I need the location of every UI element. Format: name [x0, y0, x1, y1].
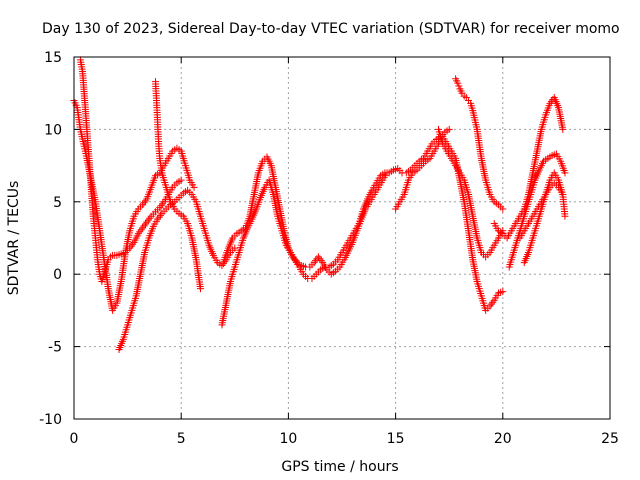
axis-tick-labels: 0 5 10 15 20 25 -10 -5 0 5 10 15 — [39, 50, 619, 447]
data-point — [559, 191, 567, 199]
y-tick-label: 5 — [53, 195, 62, 211]
data-point — [499, 288, 507, 296]
x-tick-label: 0 — [70, 431, 79, 447]
y-tick-label: 15 — [44, 50, 62, 66]
y-tick-label: -10 — [39, 412, 62, 428]
data-point — [559, 125, 567, 133]
y-axis-label: SDTVAR / TECUs — [6, 181, 22, 296]
data-point — [499, 205, 507, 213]
y-tick-label: 0 — [53, 267, 62, 283]
data-point — [445, 125, 453, 133]
y-tick-label: -5 — [48, 340, 62, 356]
chart-title: Day 130 of 2023, Sidereal Day-to-day VTE… — [42, 21, 620, 37]
x-tick-label: 20 — [494, 431, 512, 447]
x-tick-label: 10 — [279, 431, 297, 447]
x-tick-label: 15 — [387, 431, 405, 447]
data-point — [454, 79, 462, 87]
data-point — [455, 82, 463, 90]
data-points — [70, 56, 569, 353]
grid-lines — [74, 57, 610, 419]
x-tick-label: 25 — [601, 431, 619, 447]
data-point — [177, 176, 185, 184]
data-point — [196, 285, 204, 293]
plot-frame — [73, 56, 611, 420]
x-tick-label: 5 — [177, 431, 186, 447]
data-point — [561, 212, 569, 220]
data-point — [561, 169, 569, 177]
axis-ticks — [73, 56, 611, 420]
data-point — [190, 183, 198, 191]
y-tick-label: 10 — [44, 122, 62, 138]
x-axis-label: GPS time / hours — [281, 459, 398, 475]
data-point — [383, 169, 391, 177]
